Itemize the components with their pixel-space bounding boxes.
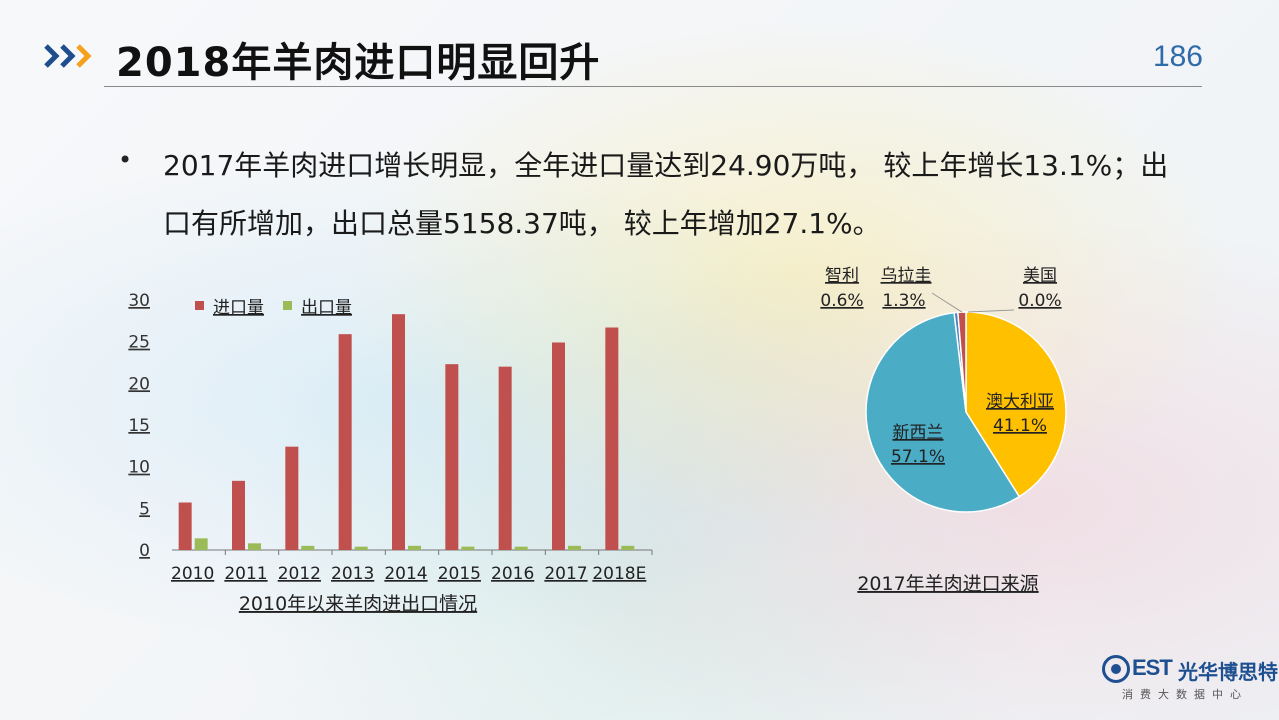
logo-subtitle: 消费大数据中心 [1122,688,1248,701]
x-tick-label: 2012 [278,564,321,584]
company-logo: EST 光华博思特 消费大数据中心 [1100,652,1278,712]
bar-import [178,502,192,550]
pie-label-value: 41.1% [993,416,1047,436]
x-tick-label: 2011 [224,564,267,584]
pie-slice [865,311,1021,513]
x-tick-label: 2010 [171,564,214,584]
page-number: 186 [1152,40,1203,73]
x-tick-label: 2015 [438,564,481,584]
pie-label-name: 乌拉圭 [881,266,932,286]
logo-mark-icon [1102,655,1130,683]
title-divider [104,86,1202,87]
bar-export [621,545,635,550]
leader-line [967,309,1015,313]
pie-chart: 澳大利亚 41.1% 新西兰 57.1% 智利 0.6% 乌拉圭 1.3% 美国 0.0% 2017… [820,266,1067,595]
pie-chart-caption: 2017年羊肉进口来源 [857,573,1038,595]
chevrons-icon [44,44,92,68]
y-tick-label: 5 [139,499,150,519]
bar-export [248,543,261,550]
bar-chart-caption: 2010年以来羊肉进出口情况 [239,593,477,615]
x-tick-label: 2018E [592,564,646,584]
pie-label-name: 新西兰 [893,423,944,443]
y-tick-label: 30 [128,291,150,311]
leader-line [931,292,963,313]
y-tick-label: 10 [128,458,150,478]
bar-import [232,480,245,550]
bar-import [498,366,512,550]
pie-label-name: 智利 [825,266,859,286]
pie-label-name: 美国 [1023,266,1057,286]
pie-label-name: 澳大利亚 [986,392,1054,412]
bullet-icon: • [118,146,133,174]
page-title: 2018年羊肉进口明显回升 [116,40,601,86]
bar-chart: 0 5 10 15 20 25 30 2010 2011 2012 2013 2014 2015 2016… [128,291,653,615]
x-tick-label: 2013 [331,564,374,584]
bar-export [514,546,528,550]
bar-export [568,545,581,550]
legend-swatch-import [195,301,204,310]
bar-import [552,342,565,550]
pie-label-value: 1.3% [882,291,925,311]
y-tick-label: 15 [128,416,150,436]
bar-import [338,334,352,550]
legend-label-export: 出口量 [301,298,352,318]
pie-label-value: 0.0% [1018,291,1061,311]
bar-import [605,327,619,550]
bar-export [461,546,475,550]
bar-export [408,545,421,550]
bar-export [354,546,368,550]
legend-swatch-export [283,301,292,310]
bullet-text: 2017年羊肉进口增长明显，全年进口量达到24.90万吨， 较上年增长13.1%… [163,149,1169,240]
x-tick-label: 2016 [491,564,534,584]
bar-import [285,446,299,550]
pie-label-value: 57.1% [891,447,945,467]
bar-export [194,538,208,550]
logo-name: 光华博思特 [1178,660,1278,684]
y-tick-label: 0 [139,541,150,561]
bar-import [445,364,459,550]
bar-import [392,314,405,550]
x-tick-label: 2017 [544,564,587,584]
y-tick-label: 25 [128,333,150,353]
bar-export [301,545,315,550]
pie-label-value: 0.6% [820,291,863,311]
x-tick-label: 2014 [384,564,427,584]
legend-label-import: 进口量 [213,298,264,318]
logo-est: EST [1132,655,1173,680]
y-tick-label: 20 [128,374,150,394]
